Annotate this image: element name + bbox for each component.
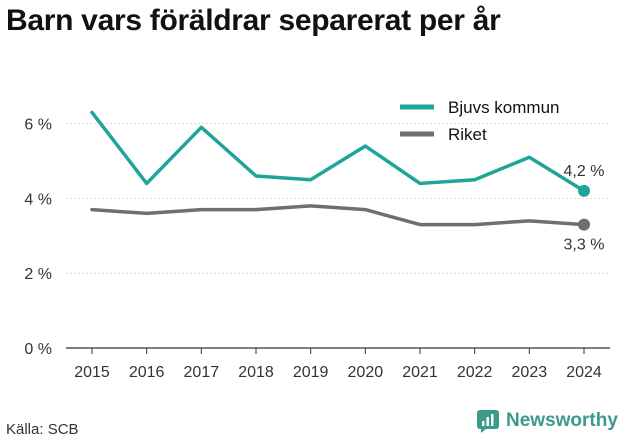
x-tick-label: 2023 xyxy=(512,364,548,381)
data-label-1: 4,2 % xyxy=(564,163,605,180)
legend-label-1: Bjuvs kommun xyxy=(448,98,559,117)
newsworthy-logo-icon xyxy=(477,410,499,433)
brand-name: Newsworthy xyxy=(506,410,618,431)
x-tick-label: 2020 xyxy=(348,364,384,381)
x-tick-label: 2021 xyxy=(402,364,438,381)
y-tick-label: 4 % xyxy=(24,191,52,208)
x-tick-label: 2018 xyxy=(238,364,274,381)
series-line-2 xyxy=(90,204,586,227)
chart-title: Barn vars föräldrar separerat per år xyxy=(6,4,501,37)
brand-logo: Newsworthy xyxy=(476,409,618,433)
x-tick-label: 2024 xyxy=(566,364,602,381)
x-tick-label: 2019 xyxy=(293,364,329,381)
y-tick-label: 6 % xyxy=(24,117,52,134)
series-line-1 xyxy=(90,110,586,193)
series-end-point-1 xyxy=(578,184,590,197)
y-tick-label: 2 % xyxy=(24,266,52,283)
legend-label-2: Riket xyxy=(448,125,487,144)
x-tick-label: 2017 xyxy=(184,364,220,381)
data-label-2: 3,3 % xyxy=(564,237,605,254)
x-tick-label: 2015 xyxy=(74,364,110,381)
series-end-point-2 xyxy=(578,218,590,231)
x-tick-label: 2016 xyxy=(129,364,165,381)
x-tick-label: 2022 xyxy=(457,364,493,381)
source-note: Källa: SCB xyxy=(6,421,79,438)
y-tick-label: 0 % xyxy=(24,341,52,358)
